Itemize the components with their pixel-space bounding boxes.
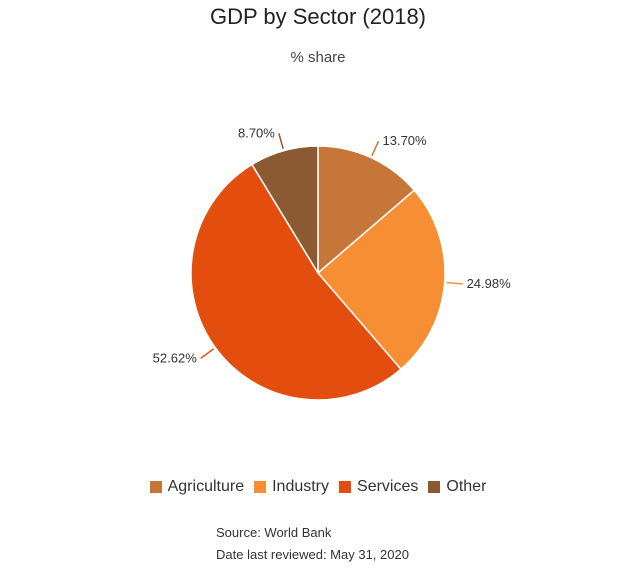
leader-line-other: [278, 133, 284, 149]
leader-line-services: [200, 348, 215, 359]
pie-slice-industry[interactable]: [316, 189, 446, 371]
legend-swatch-industry: [254, 481, 267, 493]
pie-slice-agriculture[interactable]: [317, 145, 416, 275]
legend-swatch-other: [428, 481, 441, 493]
legend-label-other: Other: [446, 478, 487, 495]
legend-label-industry: Industry: [272, 478, 330, 495]
legend-label-agriculture: Agriculture: [167, 478, 245, 495]
data-label-industry: 24.98%: [467, 276, 512, 291]
leader-line-industry: [446, 281, 463, 285]
source-notes: Source: World Bank Date last reviewed: M…: [216, 522, 409, 566]
legend-swatch-services: [339, 481, 352, 493]
legend-item-other[interactable]: Other: [428, 478, 486, 496]
pie-chart: 13.70% 24.98% 52.62% 8.70%: [153, 125, 512, 401]
legend-item-agriculture[interactable]: Agriculture: [149, 478, 245, 496]
data-label-services: 52.62%: [153, 350, 198, 365]
leader-line-agriculture: [371, 140, 380, 157]
pie-slice-other[interactable]: [250, 145, 319, 276]
pie-slice-services[interactable]: [190, 163, 402, 401]
source-text: Source: World Bank: [216, 525, 332, 540]
data-label-other: 8.70%: [238, 125, 275, 140]
review-date-text: Date last reviewed: May 31, 2020: [216, 547, 409, 562]
legend-label-services: Services: [357, 478, 419, 495]
chart-subtitle: % share: [290, 49, 346, 66]
chart-title: GDP by Sector (2018): [209, 4, 427, 29]
legend-item-services[interactable]: Services: [339, 478, 418, 496]
legend-item-industry[interactable]: Industry: [254, 478, 329, 496]
data-label-agriculture: 13.70%: [383, 133, 428, 148]
chart-legend: Agriculture Industry Services Other: [0, 478, 636, 496]
legend-swatch-agriculture: [149, 481, 162, 493]
